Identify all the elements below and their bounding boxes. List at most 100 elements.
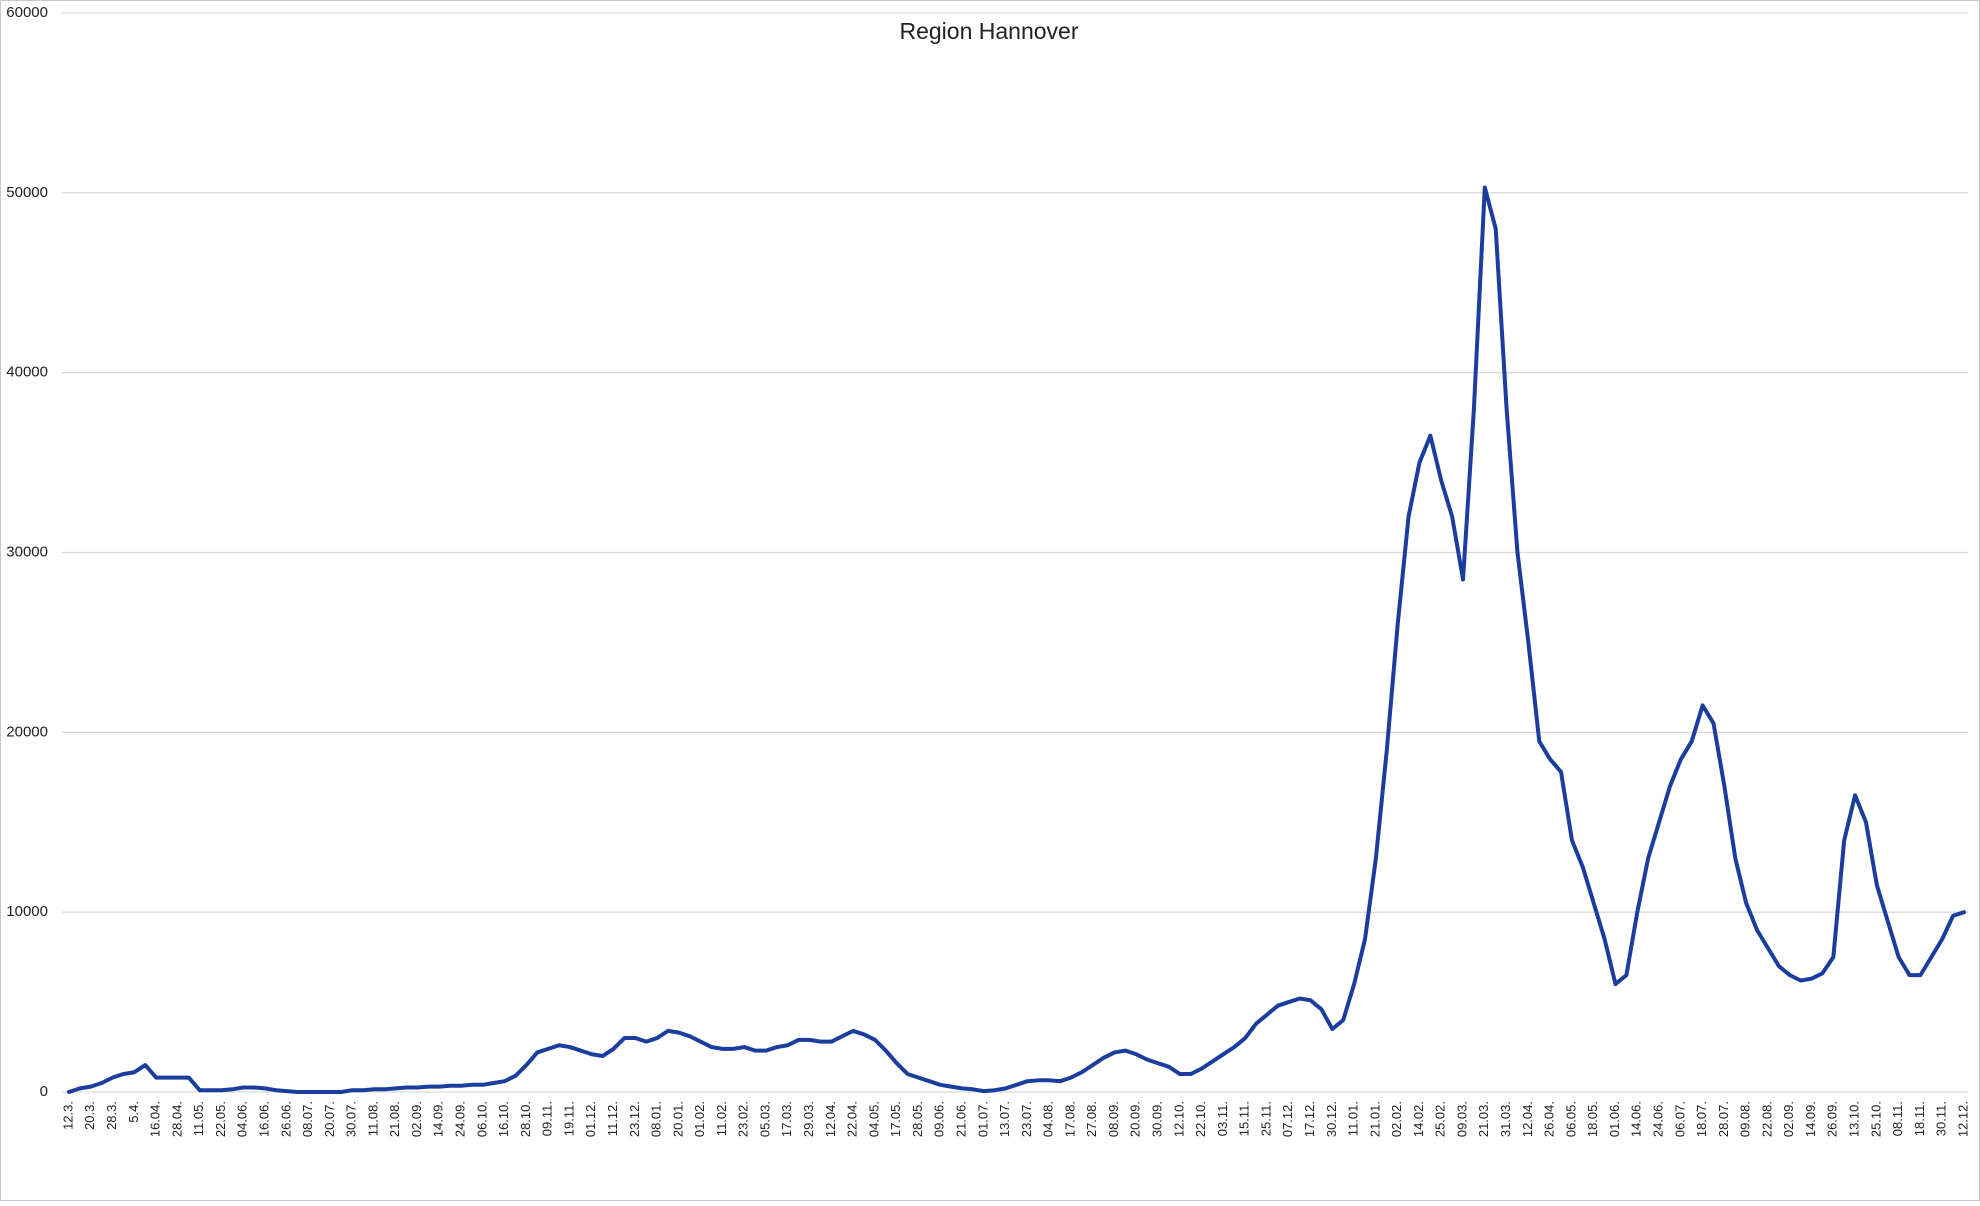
x-tick-label: 31.03. [1498, 1101, 1513, 1137]
x-tick-label: 16.10. [496, 1101, 511, 1137]
y-tick-label: 30000 [6, 543, 48, 560]
x-tick-label: 13.10. [1847, 1101, 1862, 1137]
x-tick-label: 30.11. [1934, 1101, 1949, 1136]
y-tick-label: 40000 [6, 364, 48, 381]
x-tick-label: 15.11. [1237, 1101, 1252, 1136]
x-tick-label: 25.02. [1433, 1101, 1448, 1137]
x-tick-label: 12.04. [1520, 1101, 1535, 1137]
y-tick-label: 20000 [6, 723, 48, 740]
x-tick-label: 20.01. [670, 1101, 685, 1137]
x-tick-label: 23.02. [736, 1101, 751, 1137]
x-tick-label: 04.08. [1041, 1101, 1056, 1137]
x-tick-label: 20.07. [322, 1101, 337, 1137]
x-tick-label: 24.06. [1650, 1101, 1665, 1137]
x-tick-label: 28.04. [169, 1101, 184, 1137]
x-tick-label: 21.08. [387, 1101, 402, 1137]
x-tick-label: 14.06. [1629, 1101, 1644, 1137]
x-tick-label: 14.09. [431, 1101, 446, 1137]
x-tick-label: 11.05. [191, 1101, 206, 1136]
x-tick-label: 09.08. [1738, 1101, 1753, 1137]
x-tick-label: 03.11. [1215, 1101, 1230, 1136]
x-tick-label: 08.09. [1106, 1101, 1121, 1137]
x-tick-label: 07.12. [1280, 1101, 1295, 1137]
x-tick-label: 22.10. [1193, 1101, 1208, 1137]
y-tick-label: 50000 [6, 184, 48, 201]
x-tick-label: 06.10. [474, 1101, 489, 1137]
x-tick-label: 28.07. [1716, 1101, 1731, 1137]
y-tick-label: 60000 [6, 4, 48, 21]
y-tick-label: 0 [40, 1083, 48, 1100]
x-tick-label: 09.03. [1454, 1101, 1469, 1137]
x-tick-label: 01.12. [583, 1101, 598, 1137]
x-tick-label: 11.08. [365, 1101, 380, 1136]
x-tick-label: 24.09. [453, 1101, 468, 1137]
x-tick-label: 22.05. [213, 1101, 228, 1137]
x-tick-label: 09.06. [932, 1101, 947, 1137]
x-tick-label: 02.09. [1781, 1101, 1796, 1137]
x-tick-label: 13.07. [997, 1101, 1012, 1137]
x-tick-label: 20.3. [82, 1101, 97, 1130]
x-tick-label: 30.09. [1150, 1101, 1165, 1137]
x-tick-label: 01.06. [1607, 1101, 1622, 1137]
x-tick-label: 25.10. [1868, 1101, 1883, 1137]
x-tick-label: 09.11. [540, 1101, 555, 1136]
x-tick-label: 11.01. [1346, 1101, 1361, 1136]
x-tick-label: 12.04. [823, 1101, 838, 1137]
x-tick-label: 21.06. [953, 1101, 968, 1137]
x-tick-label: 16.06. [256, 1101, 271, 1137]
x-tick-label: 17.03. [779, 1101, 794, 1137]
x-tick-label: 27.08. [1084, 1101, 1099, 1137]
x-tick-label: 26.04. [1542, 1101, 1557, 1137]
x-tick-label: 08.11. [1890, 1101, 1905, 1136]
x-tick-label: 20.09. [1128, 1101, 1143, 1137]
x-tick-label: 30.07. [344, 1101, 359, 1137]
x-tick-label: 02.02. [1389, 1101, 1404, 1137]
x-tick-label: 02.09. [409, 1101, 424, 1137]
x-tick-label: 06.05. [1563, 1101, 1578, 1137]
x-tick-label: 26.09. [1825, 1101, 1840, 1137]
x-tick-label: 08.07. [300, 1101, 315, 1137]
x-tick-label: 30.12. [1324, 1101, 1339, 1137]
x-tick-label: 28.3. [104, 1101, 119, 1130]
x-tick-label: 28.10. [518, 1101, 533, 1137]
x-tick-label: 22.08. [1759, 1101, 1774, 1137]
data-line [67, 185, 1966, 1094]
y-tick-label: 10000 [6, 903, 48, 920]
x-tick-label: 23.07. [1019, 1101, 1034, 1137]
x-tick-label: 5.4. [126, 1101, 141, 1123]
x-tick-label: 29.03. [801, 1101, 816, 1137]
x-tick-label: 28.05. [910, 1101, 925, 1137]
x-tick-label: 18.07. [1694, 1101, 1709, 1137]
x-tick-label: 06.07. [1672, 1101, 1687, 1137]
x-tick-label: 25.11. [1258, 1101, 1273, 1136]
x-tick-label: 14.02. [1411, 1101, 1426, 1137]
x-tick-label: 01.02. [692, 1101, 707, 1137]
x-tick-label: 18.05. [1585, 1101, 1600, 1137]
x-tick-label: 17.08. [1062, 1101, 1077, 1137]
x-tick-label: 21.01. [1367, 1101, 1382, 1137]
chart-title: Region Hannover [899, 18, 1078, 44]
x-tick-label: 11.02. [714, 1101, 729, 1136]
x-tick-label: 18.11. [1912, 1101, 1927, 1136]
x-tick-label: 04.05. [866, 1101, 881, 1137]
x-tick-label: 26.06. [278, 1101, 293, 1137]
x-tick-label: 23.12. [627, 1101, 642, 1137]
x-tick-label: 12.3. [60, 1101, 75, 1130]
x-tick-label: 12.10. [1171, 1101, 1186, 1137]
x-tick-label: 17.05. [888, 1101, 903, 1137]
x-tick-label: 17.12. [1302, 1101, 1317, 1137]
x-tick-label: 21.03. [1476, 1101, 1491, 1137]
x-tick-label: 11.12. [605, 1101, 620, 1136]
x-tick-label: 05.03. [757, 1101, 772, 1137]
x-tick-label: 04.06. [235, 1101, 250, 1137]
x-tick-label: 16.04. [148, 1101, 163, 1137]
x-tick-label: 14.09. [1803, 1101, 1818, 1137]
x-tick-label: 12.12. [1955, 1101, 1970, 1137]
x-tick-label: 22.04. [845, 1101, 860, 1137]
x-tick-label: 01.07. [975, 1101, 990, 1137]
x-tick-label: 08.01. [649, 1101, 664, 1137]
x-tick-label: 19.11. [561, 1101, 576, 1136]
